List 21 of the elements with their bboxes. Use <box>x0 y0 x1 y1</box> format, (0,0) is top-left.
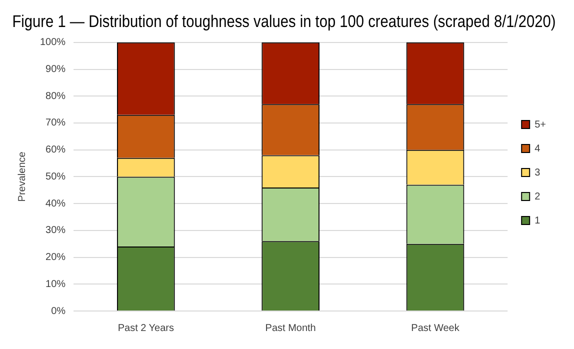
y-tick-label: 60% <box>46 144 66 156</box>
legend-label: 3 <box>534 167 541 178</box>
y-tick-label: 30% <box>46 225 66 236</box>
y-tick-label: 40% <box>46 198 66 210</box>
y-tick-label: 20% <box>46 252 66 264</box>
x-tick-label: Past 2 Years <box>118 322 174 334</box>
legend-label: 5+ <box>534 119 546 130</box>
y-tick-label: 0% <box>51 306 66 317</box>
legend-label: 4 <box>534 143 541 154</box>
x-tick-label: Past Week <box>411 322 460 334</box>
y-tick-label: 10% <box>46 278 66 290</box>
chart-title: Figure 1 — Distribution of toughness values in top 100 creatures (scraped 8/1/2020) <box>12 12 556 32</box>
y-tick-label: 50% <box>46 171 66 182</box>
legend-label: 2 <box>534 191 541 202</box>
x-tick-label: Past Month <box>265 322 316 334</box>
legend-label: 1 <box>534 215 541 226</box>
y-tick-label: 100% <box>40 37 66 48</box>
y-axis-title: Prevalence <box>16 151 28 202</box>
y-tick-label: 90% <box>46 64 66 76</box>
y-tick-label: 70% <box>46 118 66 129</box>
y-tick-label: 80% <box>46 90 66 102</box>
